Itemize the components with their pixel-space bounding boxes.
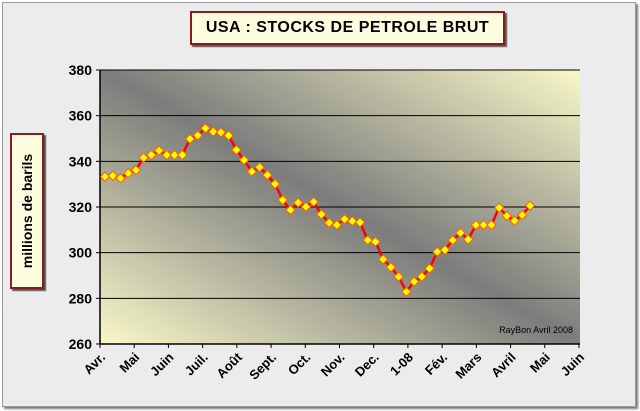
data-point xyxy=(107,170,118,181)
x-tick-label: Nov. xyxy=(318,350,348,380)
data-point xyxy=(339,213,350,225)
data-point xyxy=(223,130,234,141)
chart-title: USA : STOCKS DE PETROLE BRUT xyxy=(190,11,505,45)
data-point xyxy=(509,215,520,226)
data-point xyxy=(177,149,188,161)
data-point xyxy=(184,133,196,145)
data-point xyxy=(169,149,180,161)
data-point xyxy=(99,171,111,182)
x-tick-label: Avril xyxy=(488,350,519,381)
data-point xyxy=(362,234,373,246)
data-point xyxy=(122,167,134,179)
data-point xyxy=(277,194,288,206)
x-tick-label: Août xyxy=(213,349,245,381)
data-point xyxy=(493,202,505,213)
data-point xyxy=(462,234,474,245)
x-tick-label: Juil. xyxy=(182,350,211,379)
annotation: RayBon Avril 2008 xyxy=(499,325,573,335)
x-tick-label: Juin xyxy=(147,349,177,379)
data-point xyxy=(153,145,165,156)
data-point xyxy=(517,209,528,221)
data-point xyxy=(501,210,513,222)
x-tick-label: Sept. xyxy=(246,350,279,383)
data-point xyxy=(161,149,173,161)
data-point xyxy=(370,236,381,247)
data-point xyxy=(238,154,250,166)
data-point xyxy=(246,166,258,177)
data-point xyxy=(316,209,327,220)
data-point xyxy=(331,219,343,231)
data-point xyxy=(354,217,366,228)
data-point xyxy=(408,276,420,287)
y-tick-label: 360 xyxy=(69,108,93,124)
x-tick-label: Mai xyxy=(116,350,142,376)
y-tick-label: 340 xyxy=(69,153,93,169)
y-tick-label: 260 xyxy=(69,336,93,352)
data-point xyxy=(215,127,227,138)
data-point xyxy=(262,169,273,181)
data-point xyxy=(455,227,466,239)
data-point xyxy=(323,217,335,228)
data-point xyxy=(478,219,489,231)
data-point xyxy=(292,197,304,208)
x-tick-label: Juin xyxy=(558,349,588,379)
data-point xyxy=(300,201,312,212)
data-point xyxy=(401,286,412,297)
x-tick-label: Fév. xyxy=(422,350,450,378)
data-point xyxy=(308,196,319,207)
data-point xyxy=(470,219,482,231)
data-point xyxy=(524,200,536,211)
data-point xyxy=(439,244,451,256)
x-tick-label: Avr. xyxy=(80,350,108,378)
data-point xyxy=(285,204,296,216)
y-tick-label: 380 xyxy=(69,62,93,78)
y-tick-label: 300 xyxy=(69,245,93,261)
data-point xyxy=(269,178,281,190)
x-tick-label: Oct. xyxy=(285,350,313,378)
data-point xyxy=(347,215,358,227)
data-point xyxy=(416,271,428,282)
data-point xyxy=(385,262,397,273)
x-tick-label: Dec. xyxy=(352,350,382,380)
data-point xyxy=(192,130,203,141)
data-point xyxy=(146,149,157,161)
data-point xyxy=(115,173,126,184)
y-axis-label-box: millions de barils xyxy=(10,133,44,289)
x-tick-label: Mai xyxy=(527,350,553,376)
chart-title-text: USA : STOCKS DE PETROLE BRUT xyxy=(205,19,490,36)
data-point xyxy=(254,162,265,173)
y-tick-label: 280 xyxy=(69,290,93,306)
x-tick-label: 1-08 xyxy=(387,350,416,379)
y-tick-label: 320 xyxy=(69,199,93,215)
data-point xyxy=(393,271,404,282)
data-point xyxy=(377,254,389,265)
data-point xyxy=(231,144,242,156)
data-point xyxy=(200,123,211,134)
data-point xyxy=(486,219,497,231)
data-point xyxy=(424,263,435,274)
data-point xyxy=(138,152,149,163)
x-tick-label: Mars xyxy=(452,350,484,382)
data-point xyxy=(207,126,219,137)
data-point xyxy=(130,164,142,176)
data-point xyxy=(447,234,458,246)
